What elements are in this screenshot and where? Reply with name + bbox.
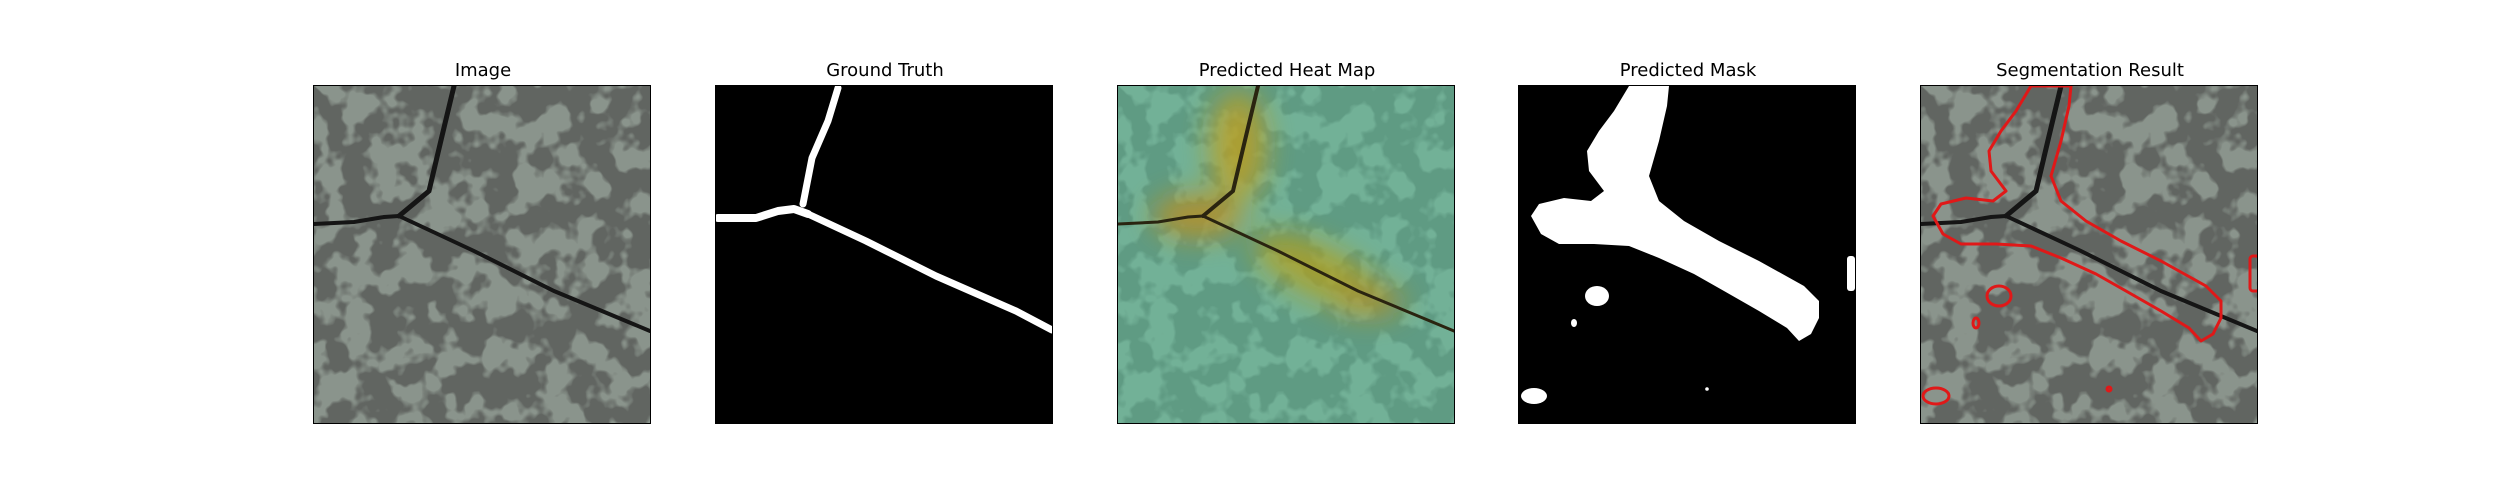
image-frame <box>313 85 651 424</box>
panel-segmentation-result: Segmentation Result <box>1920 0 2260 500</box>
predicted-mask-image <box>1519 86 1855 423</box>
ground-truth-frame <box>715 85 1053 424</box>
ground-truth-mask <box>716 86 1052 423</box>
predicted-mask-frame <box>1518 85 1856 424</box>
panel-image: Image <box>313 0 653 500</box>
panel-title: Predicted Mask <box>1619 60 1757 81</box>
panel-heat-map: Predicted Heat Map <box>1117 0 1457 500</box>
source-image <box>314 86 650 423</box>
panel-title: Segmentation Result <box>1996 60 2184 81</box>
panel-title: Image <box>454 60 512 81</box>
panel-ground-truth: Ground Truth <box>715 0 1055 500</box>
panel-title: Predicted Heat Map <box>1198 60 1376 81</box>
panel-title: Ground Truth <box>826 60 944 81</box>
segmentation-image <box>1921 86 2257 423</box>
panel-predicted-mask: Predicted Mask <box>1518 0 1858 500</box>
segmentation-frame <box>1920 85 2258 424</box>
heat-map-image <box>1118 86 1454 423</box>
heat-map-frame <box>1117 85 1455 424</box>
